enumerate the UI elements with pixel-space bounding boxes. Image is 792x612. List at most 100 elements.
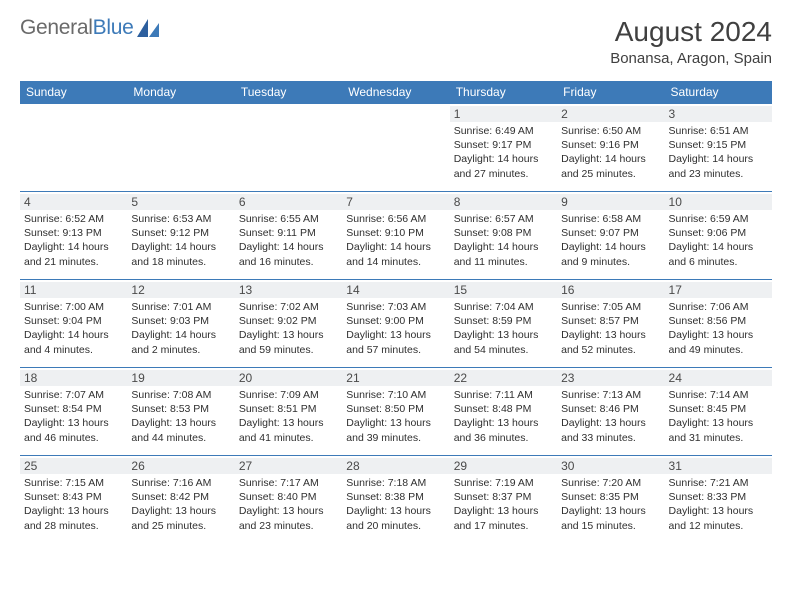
day-number: 13	[235, 282, 342, 298]
day-detail: Sunrise: 6:57 AMSunset: 9:08 PMDaylight:…	[454, 212, 553, 269]
calendar-cell: 18Sunrise: 7:07 AMSunset: 8:54 PMDayligh…	[20, 368, 127, 456]
day-number: 15	[450, 282, 557, 298]
day-number: 9	[557, 194, 664, 210]
day-detail: Sunrise: 7:15 AMSunset: 8:43 PMDaylight:…	[24, 476, 123, 533]
sunset-text: Sunset: 8:35 PM	[561, 490, 660, 504]
sunrise-text: Sunrise: 7:13 AM	[561, 388, 660, 402]
sunrise-text: Sunrise: 7:17 AM	[239, 476, 338, 490]
calendar-cell: 30Sunrise: 7:20 AMSunset: 8:35 PMDayligh…	[557, 456, 664, 544]
sunrise-text: Sunrise: 7:15 AM	[24, 476, 123, 490]
day-detail: Sunrise: 6:49 AMSunset: 9:17 PMDaylight:…	[454, 124, 553, 181]
sunset-text: Sunset: 8:51 PM	[239, 402, 338, 416]
day-header: Tuesday	[235, 81, 342, 104]
daylight-text: Daylight: 13 hours and 39 minutes.	[346, 416, 445, 444]
daylight-text: Daylight: 14 hours and 6 minutes.	[669, 240, 768, 268]
day-number: 27	[235, 458, 342, 474]
sunset-text: Sunset: 9:07 PM	[561, 226, 660, 240]
calendar-row: 11Sunrise: 7:00 AMSunset: 9:04 PMDayligh…	[20, 280, 772, 368]
daylight-text: Daylight: 14 hours and 4 minutes.	[24, 328, 123, 356]
sunrise-text: Sunrise: 6:58 AM	[561, 212, 660, 226]
sunset-text: Sunset: 8:46 PM	[561, 402, 660, 416]
sunrise-text: Sunrise: 6:59 AM	[669, 212, 768, 226]
sunrise-text: Sunrise: 7:03 AM	[346, 300, 445, 314]
day-number: 24	[665, 370, 772, 386]
day-number: 25	[20, 458, 127, 474]
sunrise-text: Sunrise: 6:52 AM	[24, 212, 123, 226]
calendar-row: 1Sunrise: 6:49 AMSunset: 9:17 PMDaylight…	[20, 104, 772, 192]
calendar-cell: 28Sunrise: 7:18 AMSunset: 8:38 PMDayligh…	[342, 456, 449, 544]
sunrise-text: Sunrise: 7:18 AM	[346, 476, 445, 490]
day-detail: Sunrise: 7:10 AMSunset: 8:50 PMDaylight:…	[346, 388, 445, 445]
brand-word1: General	[20, 16, 93, 39]
day-detail: Sunrise: 7:02 AMSunset: 9:02 PMDaylight:…	[239, 300, 338, 357]
day-detail: Sunrise: 6:58 AMSunset: 9:07 PMDaylight:…	[561, 212, 660, 269]
daylight-text: Daylight: 14 hours and 16 minutes.	[239, 240, 338, 268]
sunset-text: Sunset: 8:43 PM	[24, 490, 123, 504]
sunrise-text: Sunrise: 7:08 AM	[131, 388, 230, 402]
day-number: 5	[127, 194, 234, 210]
sunset-text: Sunset: 9:12 PM	[131, 226, 230, 240]
daylight-text: Daylight: 13 hours and 15 minutes.	[561, 504, 660, 532]
calendar-cell: 23Sunrise: 7:13 AMSunset: 8:46 PMDayligh…	[557, 368, 664, 456]
day-detail: Sunrise: 7:04 AMSunset: 8:59 PMDaylight:…	[454, 300, 553, 357]
calendar-cell: 13 Sunrise: 7:02 AMSunset: 9:02 PMDayligh…	[235, 280, 342, 368]
calendar-cell: 12Sunrise: 7:01 AMSunset: 9:03 PMDayligh…	[127, 280, 234, 368]
sunrise-text: Sunrise: 7:01 AM	[131, 300, 230, 314]
calendar-body: 1Sunrise: 6:49 AMSunset: 9:17 PMDaylight…	[20, 104, 772, 544]
calendar-cell: 22Sunrise: 7:11 AMSunset: 8:48 PMDayligh…	[450, 368, 557, 456]
day-detail: Sunrise: 7:14 AMSunset: 8:45 PMDaylight:…	[669, 388, 768, 445]
sunset-text: Sunset: 8:37 PM	[454, 490, 553, 504]
sunrise-text: Sunrise: 7:14 AM	[669, 388, 768, 402]
day-detail: Sunrise: 7:00 AMSunset: 9:04 PMDaylight:…	[24, 300, 123, 357]
day-number: 6	[235, 194, 342, 210]
sunset-text: Sunset: 9:17 PM	[454, 138, 553, 152]
title-block: August 2024 Bonansa, Aragon, Spain	[610, 16, 772, 67]
daylight-text: Daylight: 13 hours and 44 minutes.	[131, 416, 230, 444]
sunrise-text: Sunrise: 6:56 AM	[346, 212, 445, 226]
day-header: Thursday	[450, 81, 557, 104]
calendar-cell: 26Sunrise: 7:16 AMSunset: 8:42 PMDayligh…	[127, 456, 234, 544]
daylight-text: Daylight: 13 hours and 23 minutes.	[239, 504, 338, 532]
calendar-cell: 2Sunrise: 6:50 AMSunset: 9:16 PMDaylight…	[557, 104, 664, 192]
sunset-text: Sunset: 9:13 PM	[24, 226, 123, 240]
daylight-text: Daylight: 13 hours and 59 minutes.	[239, 328, 338, 356]
sunrise-text: Sunrise: 7:09 AM	[239, 388, 338, 402]
day-detail: Sunrise: 7:20 AMSunset: 8:35 PMDaylight:…	[561, 476, 660, 533]
daylight-text: Daylight: 13 hours and 57 minutes.	[346, 328, 445, 356]
daylight-text: Daylight: 14 hours and 25 minutes.	[561, 152, 660, 180]
calendar-cell: 8Sunrise: 6:57 AMSunset: 9:08 PMDaylight…	[450, 192, 557, 280]
sunrise-text: Sunrise: 7:06 AM	[669, 300, 768, 314]
daylight-text: Daylight: 13 hours and 41 minutes.	[239, 416, 338, 444]
sunset-text: Sunset: 8:40 PM	[239, 490, 338, 504]
daylight-text: Daylight: 14 hours and 23 minutes.	[669, 152, 768, 180]
sunrise-text: Sunrise: 7:16 AM	[131, 476, 230, 490]
sunrise-text: Sunrise: 7:00 AM	[24, 300, 123, 314]
sunrise-text: Sunrise: 7:07 AM	[24, 388, 123, 402]
day-header: Friday	[557, 81, 664, 104]
calendar-row: 25Sunrise: 7:15 AMSunset: 8:43 PMDayligh…	[20, 456, 772, 544]
day-detail: Sunrise: 7:17 AMSunset: 8:40 PMDaylight:…	[239, 476, 338, 533]
sunset-text: Sunset: 9:08 PM	[454, 226, 553, 240]
calendar-cell: 3Sunrise: 6:51 AMSunset: 9:15 PMDaylight…	[665, 104, 772, 192]
day-number: 29	[450, 458, 557, 474]
brand-text: GeneralBlue	[20, 16, 133, 40]
sunset-text: Sunset: 9:11 PM	[239, 226, 338, 240]
calendar-cell: 14Sunrise: 7:03 AMSunset: 9:00 PMDayligh…	[342, 280, 449, 368]
calendar-cell: 9 Sunrise: 6:58 AMSunset: 9:07 PMDaylight…	[557, 192, 664, 280]
day-detail: Sunrise: 7:16 AMSunset: 8:42 PMDaylight:…	[131, 476, 230, 533]
sunrise-text: Sunrise: 7:02 AM	[239, 300, 338, 314]
day-detail: Sunrise: 7:05 AMSunset: 8:57 PMDaylight:…	[561, 300, 660, 357]
sunset-text: Sunset: 8:42 PM	[131, 490, 230, 504]
day-number: 17	[665, 282, 772, 298]
day-detail: Sunrise: 7:13 AMSunset: 8:46 PMDaylight:…	[561, 388, 660, 445]
calendar-cell: 1Sunrise: 6:49 AMSunset: 9:17 PMDaylight…	[450, 104, 557, 192]
day-number: 18	[20, 370, 127, 386]
day-header: Sunday	[20, 81, 127, 104]
daylight-text: Daylight: 13 hours and 46 minutes.	[24, 416, 123, 444]
brand-word2: Blue	[93, 16, 134, 39]
sail-icon	[137, 19, 159, 37]
calendar-cell	[127, 104, 234, 192]
daylight-text: Daylight: 13 hours and 28 minutes.	[24, 504, 123, 532]
day-number: 14	[342, 282, 449, 298]
sunrise-text: Sunrise: 7:04 AM	[454, 300, 553, 314]
